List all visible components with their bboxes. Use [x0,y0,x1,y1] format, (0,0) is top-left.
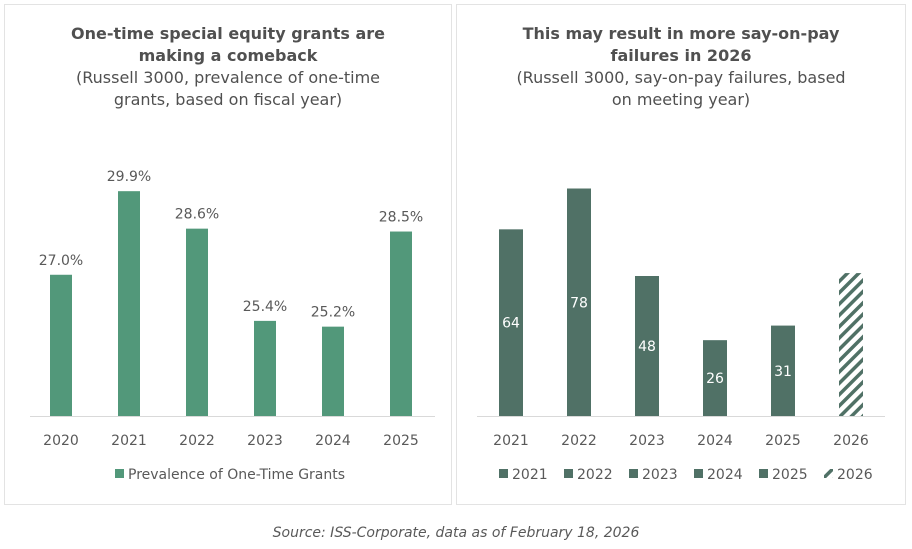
x-tick-2022: 2022 [179,433,215,449]
x-tick-2023: 2023 [629,433,665,449]
bar-2022 [186,228,208,416]
x-tick-2024: 2024 [697,433,733,449]
bar-2025 [771,325,795,416]
x-tick-2025: 2025 [383,433,419,449]
data-label-2025: 31 [774,364,792,380]
legend-swatch-2025 [759,469,768,478]
bar-2023 [635,276,659,416]
legend-swatch-2023 [629,469,638,478]
x-tick-2023: 2023 [247,433,283,449]
legend-swatch-2026 [824,469,833,478]
x-tick-2021: 2021 [111,433,147,449]
data-label-2020: 27.0% [39,253,83,269]
data-label-2023: 25.4% [243,299,287,315]
x-tick-2020: 2020 [43,433,79,449]
legend-label-2025: 2025 [772,467,808,483]
legend-swatch-2022 [564,469,573,478]
legend-label-2024: 2024 [707,467,743,483]
bar-2021 [118,191,140,416]
legend-label-2026: 2026 [837,467,873,483]
data-label-2024: 26 [706,371,724,387]
legend-label-2023: 2023 [642,467,678,483]
legend-label-2022: 2022 [577,467,613,483]
left-chart-title-block: One-time special equity grants are makin… [5,23,451,111]
right-chart-panel: This may result in more say-on-pay failu… [456,4,906,505]
bar-2023 [254,320,276,416]
right-chart-subtitle-line-1: (Russell 3000, say-on-pay failures, base… [516,68,846,87]
right-chart-title-block: This may result in more say-on-pay failu… [457,23,905,111]
bar-2025 [390,231,412,416]
legend-label-2021: 2021 [512,467,548,483]
data-label-2024: 25.2% [311,305,355,321]
right-chart-title-line-1: This may result in more say-on-pay [522,24,840,43]
left-chart-title-line-1: One-time special equity grants are [71,24,385,43]
x-tick-2024: 2024 [315,433,351,449]
left-chart-subtitle-line-1: (Russell 3000, prevalence of one-time [75,68,381,87]
legend-swatch-2021 [499,469,508,478]
x-tick-2026: 2026 [833,433,869,449]
source-note: Source: ISS-Corporate, data as of Februa… [272,525,640,541]
legend-swatch-prevalence [115,469,124,478]
right-chart-subtitle-line-2: on meeting year) [611,90,751,109]
x-tick-2025: 2025 [765,433,801,449]
data-label-2022: 28.6% [175,207,219,223]
bar-2022 [567,188,591,416]
bar-2024 [703,340,727,416]
left-chart-title-line-2: making a comeback [138,46,318,65]
data-label-2021: 64 [502,316,520,332]
right-chart-title-line-2: failures in 2026 [610,46,752,65]
bar-2024 [322,326,344,416]
legend-label-prevalence: Prevalence of One-Time Grants [128,467,345,483]
left-chart-subtitle-line-2: grants, based on fiscal year) [113,90,343,109]
bar-2020 [50,274,72,416]
right-bar-chart: 64 2021 78 2022 48 2023 26 2024 31 2025 2026 2021 20… [477,188,885,483]
data-label-2021: 29.9% [107,169,151,185]
x-tick-2022: 2022 [561,433,597,449]
x-tick-2021: 2021 [493,433,529,449]
data-label-2022: 78 [570,295,588,311]
legend-swatch-2024 [694,469,703,478]
data-label-2025: 28.5% [379,210,423,226]
left-chart-panel: One-time special equity grants are makin… [4,4,452,505]
bar-2021 [499,229,523,416]
bar-2026 [839,273,863,416]
data-label-2023: 48 [638,339,656,355]
left-bar-chart: 27.0% 2020 29.9% 2021 28.6% 2022 25.4% 2023 25.2… [30,169,435,483]
